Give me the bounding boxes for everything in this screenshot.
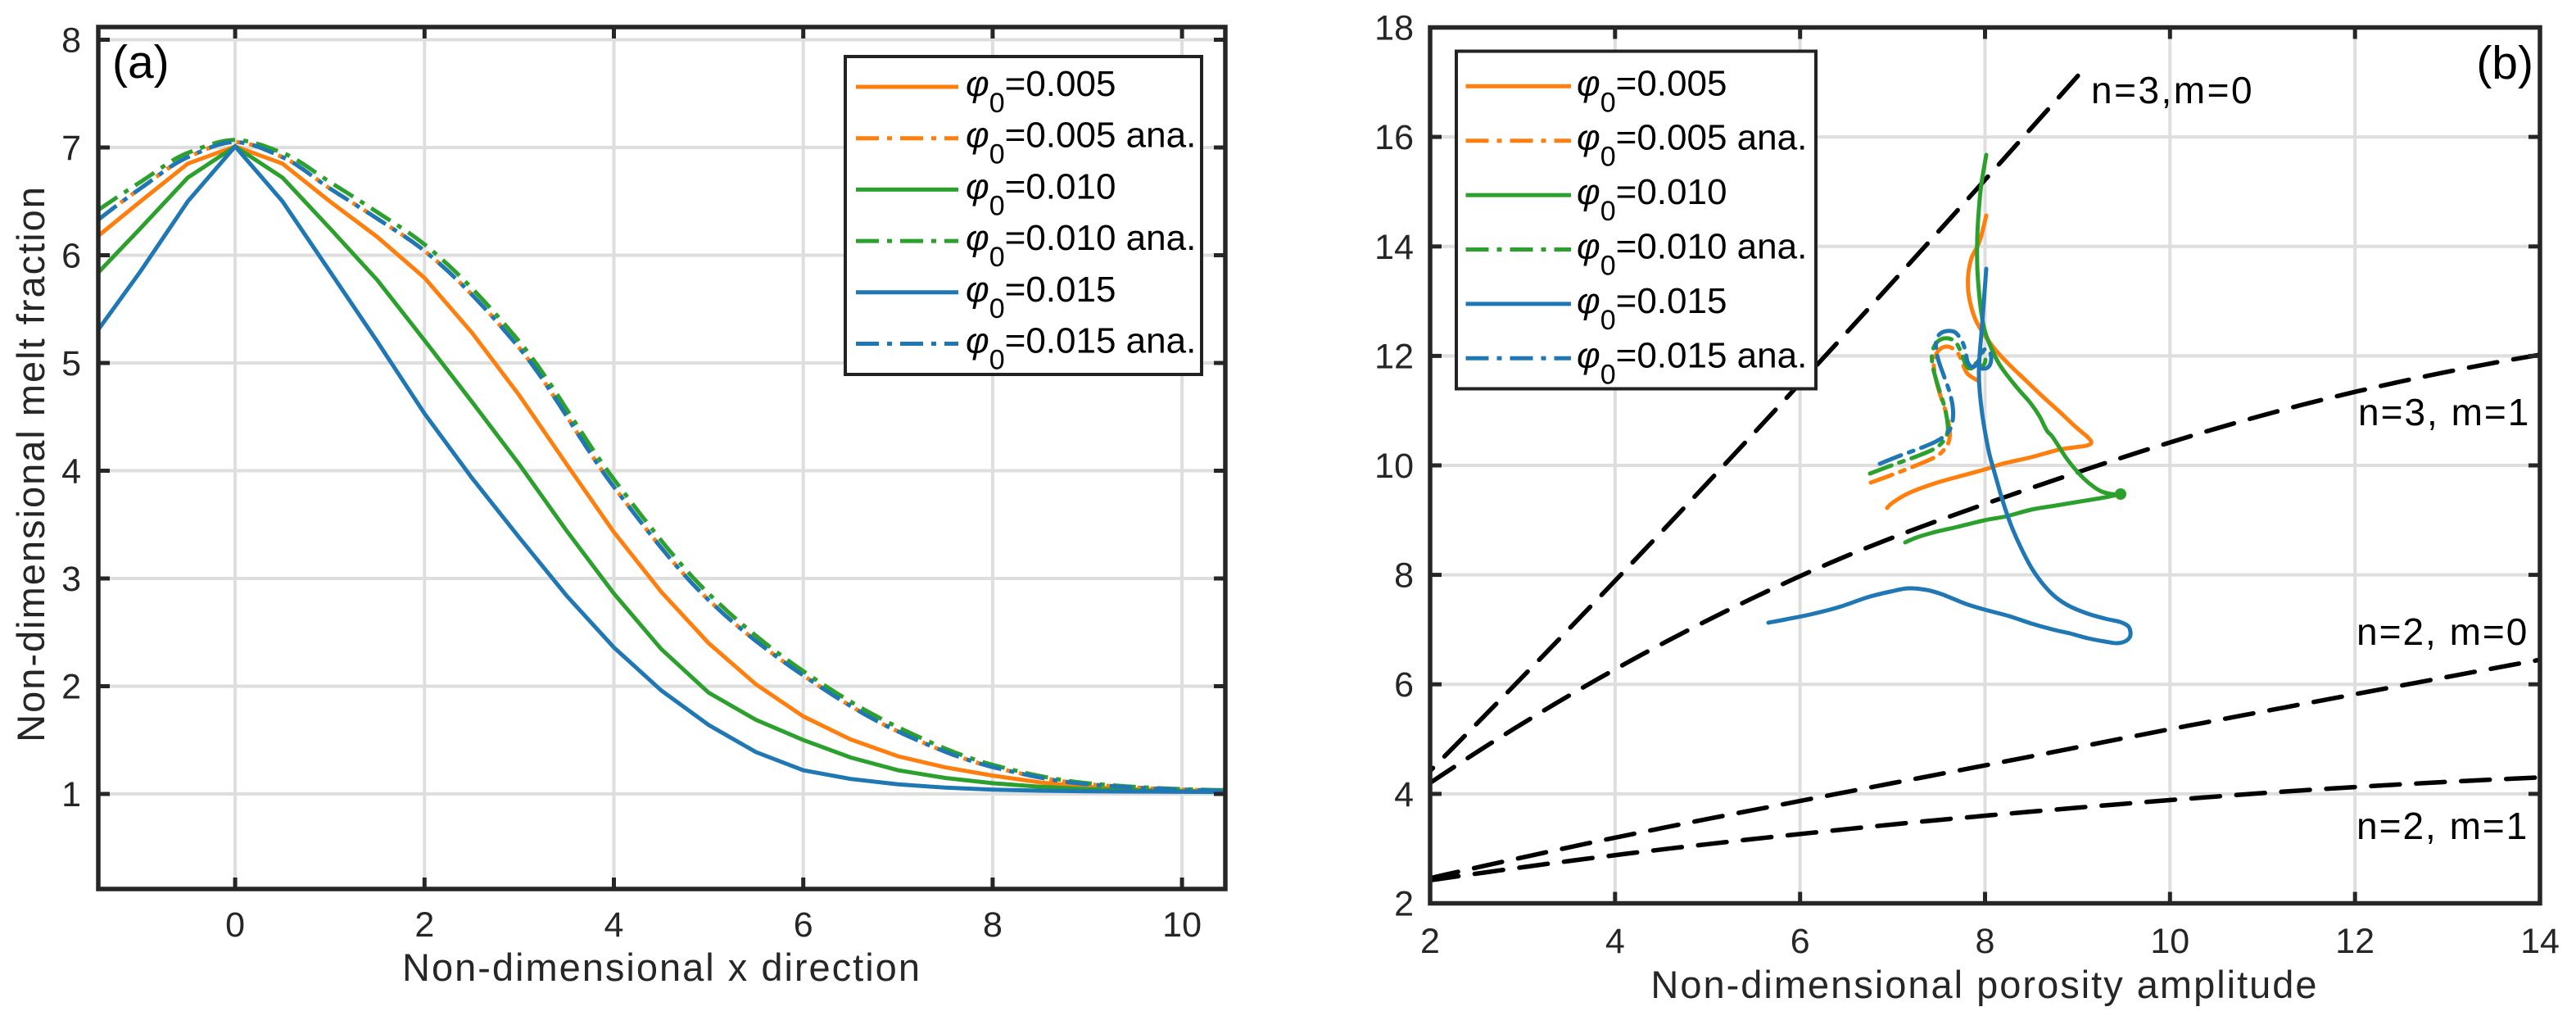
svg-text:18: 18: [1374, 9, 1414, 48]
svg-text:14: 14: [1374, 228, 1414, 267]
svg-text:φ0=0.015 ana.: φ0=0.015 ana.: [966, 321, 1196, 376]
svg-text:6: 6: [1791, 922, 1810, 961]
svg-text:n=2, m=1: n=2, m=1: [2356, 805, 2528, 847]
svg-text:5: 5: [61, 344, 81, 383]
svg-text:2: 2: [61, 668, 81, 707]
svg-text:n=2, m=0: n=2, m=0: [2356, 610, 2528, 653]
svg-text:φ0=0.005 ana.: φ0=0.005 ana.: [1577, 118, 1807, 173]
svg-text:φ0=0.015 ana.: φ0=0.015 ana.: [1577, 335, 1807, 390]
svg-text:0: 0: [225, 905, 245, 945]
svg-text:φ0=0.010 ana.: φ0=0.010 ana.: [1577, 227, 1807, 282]
svg-text:2: 2: [414, 905, 434, 945]
svg-text:8: 8: [983, 905, 1003, 945]
svg-text:φ0=0.010 ana.: φ0=0.010 ana.: [966, 218, 1196, 273]
svg-text:6: 6: [794, 905, 813, 945]
svg-text:6: 6: [61, 237, 81, 276]
svg-text:2: 2: [1420, 922, 1440, 961]
svg-text:14: 14: [2520, 922, 2560, 961]
svg-text:(b): (b): [2476, 37, 2533, 89]
svg-text:φ0=0.005: φ0=0.005: [966, 64, 1116, 119]
svg-text:7: 7: [61, 129, 81, 168]
svg-text:4: 4: [61, 452, 81, 492]
svg-text:4: 4: [604, 905, 624, 945]
svg-text:φ0=0.010: φ0=0.010: [966, 166, 1116, 221]
svg-text:3: 3: [61, 560, 81, 599]
svg-text:8: 8: [1976, 922, 1995, 961]
svg-text:10: 10: [1162, 905, 1202, 945]
svg-text:φ0=0.010: φ0=0.010: [1577, 172, 1727, 227]
svg-text:8: 8: [1394, 556, 1414, 596]
svg-text:φ0=0.015: φ0=0.015: [966, 270, 1116, 324]
svg-text:10: 10: [2150, 922, 2189, 961]
svg-text:4: 4: [1605, 922, 1625, 961]
svg-text:8: 8: [61, 21, 81, 61]
svg-text:10: 10: [1374, 447, 1414, 486]
svg-text:2: 2: [1394, 885, 1414, 924]
svg-text:Non-dimensional porosity ampli: Non-dimensional porosity amplitude: [1650, 963, 2318, 1006]
svg-text:Non-dimensional melt fraction: Non-dimensional melt fraction: [9, 185, 52, 742]
svg-text:6: 6: [1394, 665, 1414, 705]
svg-text:n=3, m=1: n=3, m=1: [2358, 391, 2530, 433]
svg-text:(a): (a): [112, 36, 170, 88]
svg-text:n=3,m=0: n=3,m=0: [2091, 69, 2254, 111]
svg-text:16: 16: [1374, 118, 1414, 157]
svg-text:φ0=0.015: φ0=0.015: [1577, 281, 1727, 336]
svg-text:12: 12: [2335, 922, 2375, 961]
svg-text:φ0=0.005: φ0=0.005: [1577, 63, 1727, 118]
svg-text:12: 12: [1374, 337, 1414, 376]
svg-text:φ0=0.005 ana.: φ0=0.005 ana.: [966, 116, 1196, 170]
svg-text:4: 4: [1394, 775, 1414, 814]
svg-text:1: 1: [61, 775, 81, 814]
svg-text:Non-dimensional x direction: Non-dimensional x direction: [402, 946, 921, 989]
